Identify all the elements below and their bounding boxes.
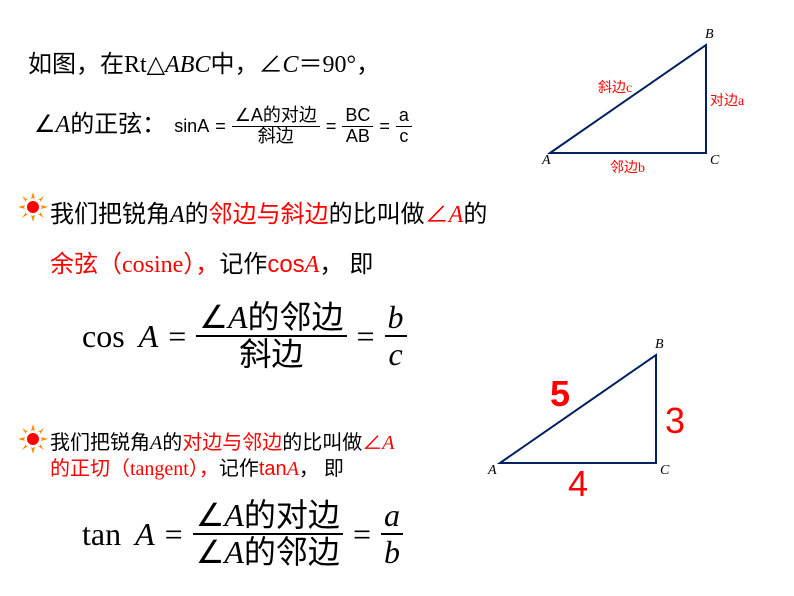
sun-icon: [18, 192, 48, 222]
num: b: [385, 300, 407, 337]
text: 记作: [219, 458, 259, 480]
side-4: 4: [568, 463, 588, 505]
tan-formula: tan A = ∠A的对边 ∠A的邻边 = a b: [80, 498, 405, 570]
cosine-word: 余弦（cosine），: [50, 252, 219, 278]
vertex-b: B: [705, 27, 714, 43]
tan: tan: [259, 458, 287, 480]
den: b: [381, 535, 403, 570]
text: 记作: [219, 252, 267, 278]
adj-label: 邻边b: [610, 157, 645, 177]
num: ∠A的邻边: [196, 300, 346, 337]
cos: cos: [82, 318, 125, 355]
text: 中，∠: [210, 52, 282, 78]
frac-opp-adj: ∠A的对边 ∠A的邻边: [193, 498, 343, 570]
num: BC: [342, 106, 373, 127]
text: 的: [162, 432, 182, 454]
text: 如图，在Rt△: [28, 52, 165, 78]
sine-definition: ∠A的正弦： sinA = ∠A的对边 斜边 = BC AB = a c: [34, 104, 414, 147]
tangent-word: 的正切（tangent），: [50, 458, 219, 480]
eq: =: [215, 116, 226, 137]
opp-adj: 对边与邻边: [182, 432, 282, 454]
cosine-notation: 余弦（cosine），记作cosA， 即: [50, 244, 373, 279]
den: 斜边: [232, 127, 320, 147]
sun-icon: [18, 424, 48, 454]
den: c: [385, 337, 407, 372]
den: ∠A的邻边: [193, 535, 343, 570]
tangent-notation: 的正切（tangent），记作tanA， 即: [50, 452, 344, 481]
num: a: [381, 498, 403, 535]
eq: =: [326, 116, 337, 137]
abc: ABC: [165, 52, 210, 78]
angle: ∠: [425, 202, 449, 228]
frac-adj-hyp: ∠A的邻边 斜边: [196, 300, 346, 372]
adj-hyp: 邻边与斜边: [209, 202, 329, 228]
opp-label: 对边a: [710, 90, 744, 110]
text: ， 即: [299, 458, 344, 480]
cos: cos: [267, 251, 304, 278]
text: 的: [463, 202, 487, 228]
triangle-345: A B C 5 3 4: [490, 345, 710, 505]
eq: =: [165, 516, 183, 553]
vertex-a: A: [488, 463, 497, 479]
text: ， 即: [319, 252, 373, 278]
frac-opp-hyp: ∠A的对边 斜边: [232, 106, 320, 147]
text: 我们把锐角: [50, 202, 170, 228]
frac-bc-ab: BC AB: [342, 106, 373, 147]
cos-formula: cos A = ∠A的邻边 斜边 = b c: [80, 300, 409, 372]
a: A: [170, 202, 185, 228]
tan: tan: [82, 516, 121, 553]
frac-a-c: a c: [396, 106, 412, 147]
eq: =: [168, 318, 186, 355]
eq: =: [379, 116, 390, 137]
vertex-b: B: [655, 337, 664, 353]
num: a: [396, 106, 412, 127]
tangent-intro: 我们把锐角A的对边与邻边的比叫做∠A: [50, 426, 394, 455]
a: A: [56, 112, 71, 138]
a: A: [305, 252, 320, 278]
sina: sinA: [174, 116, 209, 137]
text: 的: [185, 202, 209, 228]
a2: A: [449, 202, 464, 228]
A: A: [135, 516, 155, 553]
num: ∠A的对边: [193, 498, 343, 535]
cosine-intro: 我们把锐角A的邻边与斜边的比叫做∠A的: [50, 194, 487, 229]
eq: =: [353, 516, 371, 553]
side-3: 3: [665, 400, 685, 442]
c: C: [282, 52, 298, 78]
a: A: [150, 432, 162, 454]
vertex-c: C: [710, 153, 719, 169]
eq: =: [357, 318, 375, 355]
frac-a-b: a b: [381, 498, 403, 570]
num: ∠A的对边: [232, 106, 320, 127]
text: 的比叫做: [282, 432, 362, 454]
a: A: [287, 458, 299, 480]
angle: ∠: [362, 432, 382, 454]
text: 的比叫做: [329, 202, 425, 228]
vertex-a: A: [542, 153, 551, 169]
hyp-label: 斜边c: [598, 77, 632, 97]
vertex-c: C: [660, 463, 669, 479]
side-5: 5: [550, 373, 570, 415]
den: AB: [342, 127, 373, 147]
text: ＝90°，: [298, 52, 380, 78]
triangle-labeled: A B C 斜边c 对边a 邻边b: [540, 35, 740, 185]
text: ∠: [34, 112, 56, 138]
A: A: [139, 318, 159, 355]
text: 我们把锐角: [50, 432, 150, 454]
given-statement: 如图，在Rt△ABC中，∠C＝90°，: [28, 44, 380, 79]
a2: A: [382, 432, 394, 454]
frac-b-c: b c: [385, 300, 407, 372]
text: 的正弦：: [70, 112, 166, 138]
den: 斜边: [196, 337, 346, 372]
den: c: [396, 127, 412, 147]
